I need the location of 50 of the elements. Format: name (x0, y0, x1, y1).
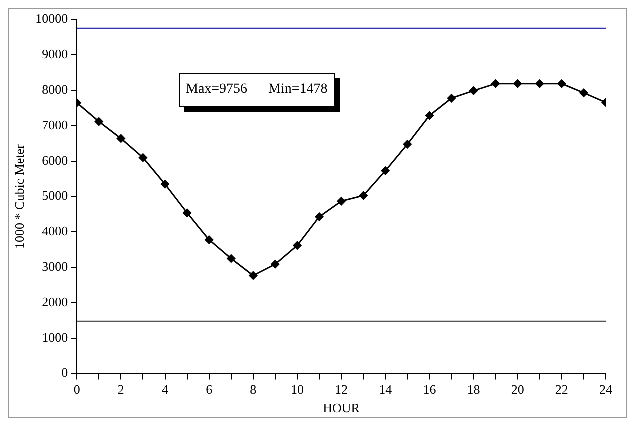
point (359, 191, 368, 200)
y-tick-label: 7000 (42, 117, 68, 132)
x-axis-title: HOUR (323, 400, 360, 416)
point (249, 271, 258, 280)
y-tick-label: 5000 (42, 188, 68, 204)
point (447, 94, 456, 103)
y-tick-label: 6000 (42, 152, 68, 168)
y-tick-label: 3000 (42, 259, 68, 274)
point (183, 208, 192, 218)
point (94, 118, 104, 126)
point (271, 260, 280, 269)
y-tick-label: 1000 (42, 330, 68, 345)
x-tick-label: 16 (423, 382, 437, 398)
point (337, 197, 346, 206)
point (138, 154, 148, 162)
point (580, 88, 588, 98)
point (116, 134, 126, 143)
x-tick-label: 24 (600, 382, 613, 398)
y-tick-label: 8000 (42, 82, 68, 98)
x-tick-label: 10 (290, 382, 304, 398)
point (403, 140, 412, 149)
point (381, 166, 390, 176)
y-tick-label: 0 (62, 365, 68, 380)
x-tick-label: 20 (511, 382, 524, 398)
y-axis-title: 1000 * Cubic Meter (12, 144, 28, 249)
point (161, 180, 170, 189)
point (227, 254, 236, 263)
point (205, 236, 214, 244)
annotation: Max=9756 Min=1478 (179, 73, 335, 107)
point (315, 212, 324, 222)
y-tick-label: 2000 (42, 294, 68, 310)
x-tick-label: 2 (118, 382, 124, 398)
point (514, 80, 522, 88)
point (492, 80, 500, 88)
y-tick-label: 9000 (42, 46, 68, 62)
x-tick-label: 4 (162, 382, 169, 398)
point (536, 80, 544, 88)
x-tick-label: 22 (555, 382, 568, 398)
point (470, 86, 478, 96)
point (425, 111, 434, 120)
x-tick-label: 12 (335, 382, 348, 398)
point (558, 80, 566, 88)
x-tick-label: 0 (74, 382, 80, 398)
x-tick-label: 6 (206, 382, 214, 398)
x-tick-label: 14 (379, 382, 393, 398)
y-tick-label: 10000 (36, 11, 68, 26)
x-tick-label: 8 (250, 382, 257, 398)
y-tick-label: 4000 (42, 224, 68, 239)
x-tick-label: 18 (467, 382, 480, 398)
point (293, 241, 302, 250)
